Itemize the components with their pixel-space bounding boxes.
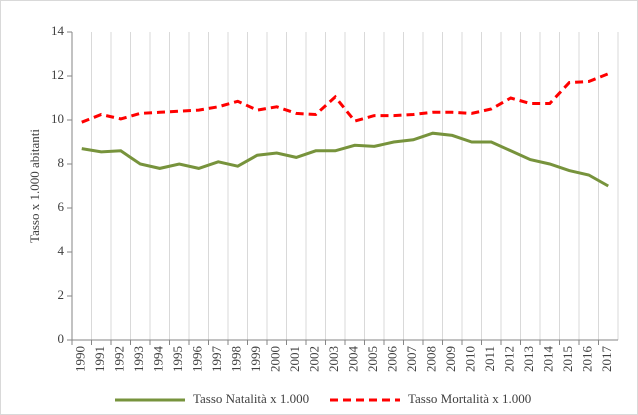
x-tick-label: 1997 [209,346,224,373]
x-tick-label: 1998 [229,346,244,372]
y-tick-label: 14 [51,23,65,38]
y-tick-label: 6 [58,199,65,214]
x-tick-label: 1993 [131,346,146,372]
series-line [81,131,609,188]
y-tick-label: 4 [58,243,65,258]
x-tick-label: 1995 [170,346,185,372]
x-tick-label: 2003 [326,346,341,372]
y-tick-label: 12 [51,67,64,82]
x-tick-label: 1996 [190,346,205,373]
x-tick-label: 1994 [151,346,166,373]
x-tick-label: 2017 [599,346,614,373]
x-tick-label: 2010 [463,346,478,372]
x-tick-label: 2007 [404,346,419,373]
legend-label: Tasso Mortalità x 1.000 [408,391,531,406]
x-tick-label: 2006 [385,346,400,373]
x-tick-label: 2001 [287,346,302,372]
y-axis-label: Tasso x 1.000 abitanti [27,129,42,243]
legend-label: Tasso Natalità x 1.000 [193,391,309,406]
x-tick-label: 2000 [268,346,283,372]
x-tick-label: 2004 [346,346,361,373]
x-tick-label: 2013 [521,346,536,372]
x-tick-label: 2002 [307,346,322,372]
y-tick-label: 8 [58,155,65,170]
y-tick-label: 2 [58,287,65,302]
x-tick-label: 1991 [92,346,107,372]
x-tick-label: 2014 [541,346,556,373]
y-tick-label: 0 [58,331,65,346]
x-tick-label: 2008 [424,346,439,372]
x-tick-label: 1990 [73,346,88,372]
series-line [81,72,609,124]
y-tick-label: 10 [51,111,64,126]
x-tick-label: 2011 [482,346,497,372]
x-tick-label: 2009 [443,346,458,372]
x-tick-label: 2005 [365,346,380,372]
x-tick-label: 2015 [560,346,575,372]
x-tick-label: 2012 [502,346,517,372]
x-tick-label: 2016 [580,346,595,373]
x-tick-label: 1992 [112,346,127,372]
x-tick-label: 1999 [248,346,263,372]
